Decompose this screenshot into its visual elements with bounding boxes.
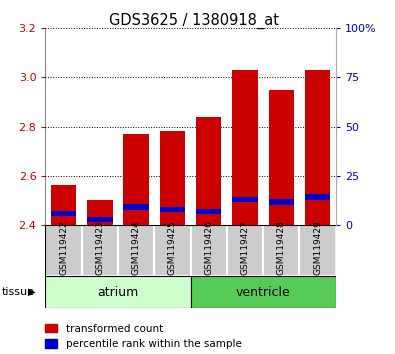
Bar (87, 217, 113, 222)
Bar (269, 199, 294, 205)
Bar (45, 276, 190, 308)
Bar (269, 90, 294, 225)
Text: GDS3625 / 1380918_at: GDS3625 / 1380918_at (109, 12, 278, 29)
Text: GSM119424: GSM119424 (132, 221, 141, 275)
Bar (232, 70, 258, 225)
Bar (124, 204, 149, 210)
Bar (227, 225, 263, 276)
Bar (160, 207, 185, 212)
Text: GSM119425: GSM119425 (168, 221, 177, 275)
Bar (190, 276, 336, 308)
Bar (160, 131, 185, 225)
Text: GSM119428: GSM119428 (277, 221, 286, 275)
Bar (87, 200, 113, 225)
Text: GSM119426: GSM119426 (204, 221, 213, 275)
Text: tissue: tissue (2, 287, 35, 297)
Bar (51, 185, 76, 225)
Bar (305, 194, 330, 200)
Bar (305, 70, 330, 225)
Text: atrium: atrium (98, 286, 139, 298)
Bar (196, 209, 222, 215)
Bar (124, 134, 149, 225)
Bar (51, 211, 76, 216)
Bar (154, 225, 191, 276)
Bar (299, 225, 336, 276)
Bar (190, 225, 227, 276)
Text: GSM119427: GSM119427 (241, 221, 250, 275)
Bar (196, 117, 222, 225)
Bar (45, 225, 82, 276)
Text: GSM119423: GSM119423 (95, 221, 104, 275)
Text: ▶: ▶ (28, 287, 36, 297)
Legend: transformed count, percentile rank within the sample: transformed count, percentile rank withi… (45, 324, 241, 349)
Bar (263, 225, 299, 276)
Text: ventricle: ventricle (236, 286, 291, 298)
Bar (82, 225, 118, 276)
Bar (232, 197, 258, 202)
Text: GSM119422: GSM119422 (59, 221, 68, 275)
Bar (118, 225, 154, 276)
Text: GSM119429: GSM119429 (313, 221, 322, 275)
